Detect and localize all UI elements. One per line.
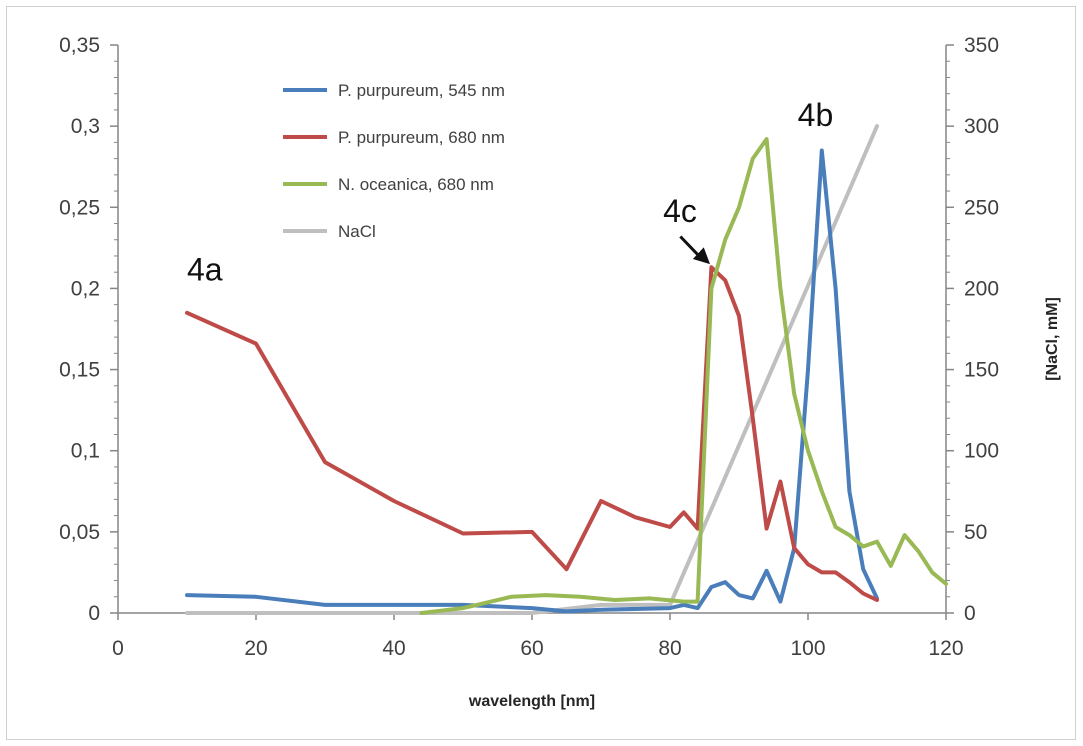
series-line-nacl	[185, 124, 879, 615]
x-tick-label: 20	[244, 637, 267, 660]
right-y-tick-label: 300	[964, 115, 999, 138]
right-y-tick-label: 250	[964, 196, 999, 219]
right-y-tick-label: 100	[964, 440, 999, 463]
x-tick-label: 100	[790, 637, 825, 660]
x-tick-label: 40	[382, 637, 405, 660]
ticks: 0 20 40 60 80 100 12000,050,10,150,20,250,30,3…	[59, 34, 999, 660]
series-line-p-purpureum-545-nm	[185, 148, 879, 614]
series	[185, 124, 948, 615]
chart-frame	[6, 6, 1076, 740]
right-y-tick-label: 0	[964, 602, 976, 625]
series-line-p-purpureum-680-nm	[185, 265, 879, 602]
right-y-tick-label: 350	[964, 34, 999, 57]
left-y-tick-label: 0,35	[59, 34, 100, 57]
x-tick-label: 60	[520, 637, 543, 660]
left-y-tick-label: 0,1	[71, 440, 100, 463]
x-tick-label: 0	[112, 637, 124, 660]
annotations: 4a 4b 4c	[187, 97, 833, 287]
right-y-tick-label: 150	[964, 359, 999, 382]
left-y-tick-label: 0,25	[59, 196, 100, 219]
right-y-axis-title: [NaCl, mM]	[1044, 297, 1061, 381]
annotation-4a: 4a	[187, 251, 223, 287]
annotation-4c: 4c	[663, 193, 697, 229]
left-y-tick-label: 0	[88, 602, 100, 625]
legend-label: P. purpureum, 680 nm	[338, 128, 505, 147]
x-tick-label: 80	[658, 637, 681, 660]
left-y-tick-label: 0,3	[71, 115, 100, 138]
annotation-arrowhead-4c	[692, 247, 711, 265]
right-y-tick-label: 50	[964, 521, 987, 544]
left-y-tick-label: 0,15	[59, 359, 100, 382]
legend: P. purpureum, 545 nm P. purpureum, 680 nm…	[283, 81, 505, 241]
legend-label: NaCl	[338, 222, 376, 241]
series-line-n-oceanica-680-nm	[419, 137, 948, 615]
x-tick-label: 120	[928, 637, 963, 660]
x-axis-title: wavelength [nm]	[468, 693, 595, 710]
legend-label: N. oceanica, 680 nm	[338, 175, 494, 194]
left-y-tick-label: 0,2	[71, 277, 100, 300]
right-y-tick-label: 200	[964, 277, 999, 300]
left-y-tick-label: 0,05	[59, 521, 100, 544]
annotation-4b: 4b	[798, 97, 834, 133]
legend-label: P. purpureum, 545 nm	[338, 81, 505, 100]
